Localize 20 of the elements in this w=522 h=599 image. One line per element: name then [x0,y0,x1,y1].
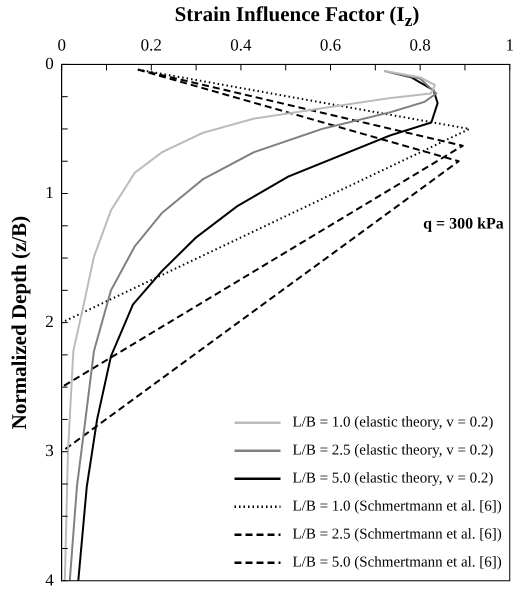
x-tick-label: 1 [506,36,514,55]
x-tick-label: 0.6 [320,36,342,55]
annotation: q = 300 kPa [423,216,504,233]
x-tick-label: 0 [57,36,66,55]
y-tick-label: 4 [45,570,54,590]
x-tick-label: 0.2 [140,36,162,55]
y-axis-title: Normalized Depth (z/B) [7,216,32,430]
legend-label: L/B = 2.5 (elastic theory, v = 0.2) [292,442,494,459]
x-axis-title: Strain Influence Factor (I$_{z}$) [174,2,420,32]
y-tick-label: 3 [45,441,54,460]
legend-label: L/B = 1.0 (Schmertmann et al. [6]) [292,498,502,515]
x-tick-label: 0.8 [410,36,431,55]
legend-label: L/B = 2.5 (Schmertmann et al. [6]) [292,526,502,543]
y-tick-label: 2 [45,312,54,332]
legend-label: L/B = 1.0 (elastic theory, v = 0.2) [292,414,494,431]
y-tick-label: 0 [45,54,54,73]
x-tick-label: 0.4 [230,36,252,55]
legend-label: L/B = 5.0 (Schmertmann et al. [6]) [292,554,502,571]
legend-label: L/B = 5.0 (elastic theory, v = 0.2) [292,470,494,487]
y-tick-label: 1 [45,182,54,202]
